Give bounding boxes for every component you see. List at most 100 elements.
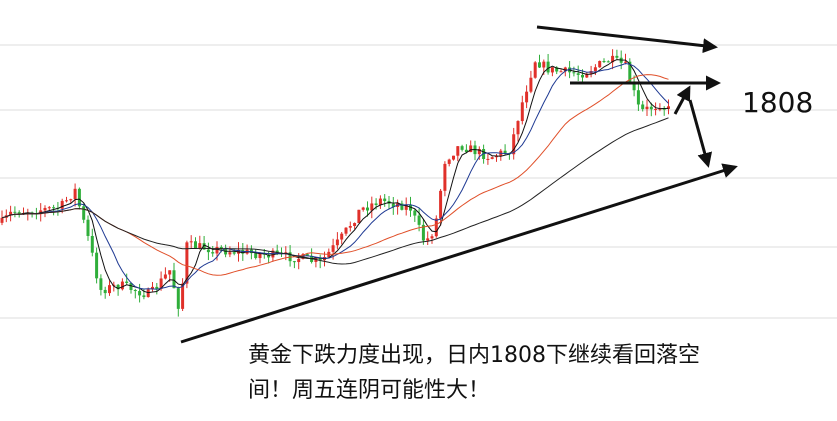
candle-body — [331, 245, 335, 252]
candle-body — [417, 215, 421, 225]
candle-body — [624, 61, 627, 63]
candle-body — [52, 207, 56, 209]
candle-body — [464, 149, 468, 153]
candle-body — [95, 252, 99, 279]
candle-body — [77, 188, 81, 207]
candle-body — [658, 108, 662, 110]
candle-body — [400, 203, 404, 210]
candle-body — [632, 81, 636, 91]
candle-body — [258, 253, 262, 259]
candle-body — [185, 242, 189, 284]
candle-body — [443, 163, 447, 191]
candle-body — [138, 291, 142, 296]
candle-body — [215, 247, 219, 254]
candle-body — [181, 283, 185, 309]
candle-body — [426, 238, 430, 241]
candle-body — [129, 283, 133, 290]
candle-body — [606, 61, 610, 63]
candle-body — [563, 67, 567, 72]
candle-body — [43, 207, 47, 211]
plot — [0, 49, 670, 317]
candle-body — [602, 61, 606, 63]
candle-body — [447, 159, 451, 164]
candle-body — [477, 149, 481, 155]
candle-body — [172, 270, 176, 289]
candle-body — [224, 249, 228, 255]
candle-body — [194, 241, 197, 249]
candle-body — [344, 227, 348, 234]
candle-body — [103, 289, 107, 294]
candle-body — [108, 285, 111, 294]
candle-body — [82, 206, 86, 220]
price-label: 1808 — [742, 86, 813, 119]
candle-body — [581, 74, 584, 78]
candle-body — [254, 253, 258, 259]
candle-body — [374, 203, 378, 205]
candle-body — [413, 210, 417, 216]
candle-body — [159, 278, 163, 289]
candle-body — [142, 295, 146, 298]
candle-body — [593, 67, 597, 72]
arrow — [180, 163, 738, 344]
candle-body — [520, 102, 524, 122]
moving-average — [1, 74, 669, 276]
candle-body — [228, 252, 232, 255]
candle-body — [550, 67, 554, 73]
candle-body — [353, 223, 357, 227]
candle-body — [645, 106, 649, 110]
candle-body — [86, 219, 90, 236]
candle-body — [572, 72, 576, 74]
candle-body — [649, 106, 653, 110]
candle-body — [654, 108, 658, 110]
candle-body — [271, 250, 275, 258]
annotation-line: 间！周五连阴可能性大！ — [248, 378, 490, 403]
candle-body — [490, 157, 494, 159]
candle-body — [495, 155, 498, 158]
candle-body — [439, 190, 443, 219]
candle-body — [370, 203, 374, 211]
candle-body — [13, 211, 17, 213]
candle-body — [456, 146, 460, 156]
candle-body — [0, 217, 4, 223]
candle-body — [267, 254, 271, 258]
candle-body — [163, 274, 167, 279]
candle-body — [667, 106, 670, 109]
candle-body — [60, 200, 64, 209]
candle-body — [615, 55, 619, 58]
candle-body — [318, 258, 322, 261]
candle-body — [47, 207, 51, 209]
moving-average — [1, 59, 669, 294]
candle-body — [662, 108, 666, 110]
candle-body — [99, 278, 103, 290]
candle-body — [555, 67, 559, 72]
grid — [0, 44, 837, 319]
candle-body — [391, 203, 395, 207]
candle-body — [69, 199, 73, 201]
candle-body — [112, 284, 116, 286]
candle-body — [533, 62, 537, 78]
candle-body — [275, 250, 279, 253]
candle-body — [90, 235, 94, 253]
moving-average — [1, 117, 669, 265]
candle-body — [503, 150, 507, 154]
candle-body — [559, 71, 563, 73]
candle-body — [469, 145, 473, 153]
candle-body — [198, 243, 202, 249]
moving-average — [1, 62, 669, 290]
candle-body — [168, 270, 172, 275]
candle-body — [211, 252, 215, 254]
candle-body — [116, 284, 120, 290]
candle-body — [636, 90, 640, 105]
candle-body — [486, 158, 490, 160]
candle-body — [378, 198, 382, 205]
candle-body — [146, 289, 150, 298]
candle-body — [404, 204, 408, 210]
candle-body — [460, 146, 464, 150]
candle-body — [176, 288, 180, 309]
candle-body — [628, 61, 632, 82]
arrow — [673, 85, 691, 115]
candle-body — [546, 61, 550, 73]
candle-body — [512, 134, 516, 155]
candle-body — [383, 198, 387, 202]
